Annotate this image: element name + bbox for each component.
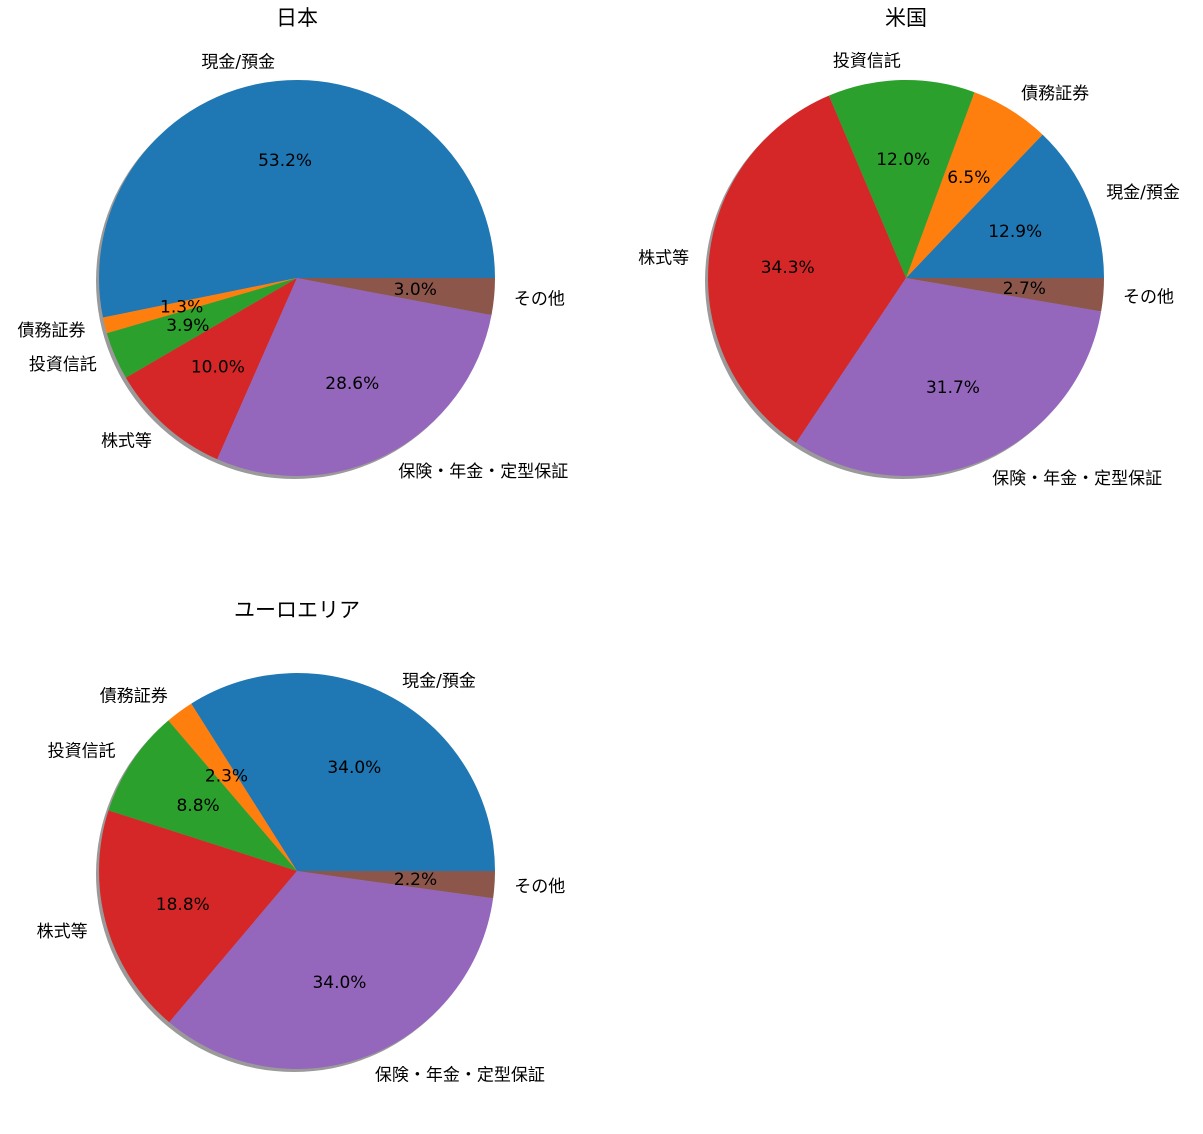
slice-category-label: 株式等 [638,249,689,269]
slice-category-label: 投資信託 [29,355,97,375]
slice-percent-label: 3.9% [166,316,209,336]
slice-percent-label: 31.7% [926,378,980,398]
slice-category-label: 株式等 [37,922,88,942]
chart-title: ユーロエリア [234,598,360,622]
slice-category-label: 現金/預金 [201,52,275,72]
pie-slice [707,95,906,443]
pie-slice [102,278,297,334]
pie-chart-japan: 日本 53.2% 現金/預金 1.3% 債務証券 3.9% 投資信託 10.0% 株式等 28.… [18,6,569,482]
slice-category-label: 現金/預金 [402,671,476,691]
slice-percent-label: 34.3% [761,258,815,278]
pie-slice [906,134,1104,278]
pie-chart-euro-area: ユーロエリア 34.0% 現金/預金 2.3% 債務証券 8.8% 投資信託 18.8% 株式… [37,598,566,1085]
pie-slice [106,278,297,378]
slice-percent-label: 8.8% [176,796,219,816]
slice-category-label: 保険・年金・定型保証 [992,469,1162,489]
pie-slice [828,80,975,279]
pie-slice [125,278,297,460]
pie-slice [191,672,496,871]
slice-percent-label: 1.3% [160,297,203,317]
pie-slice [98,810,297,1023]
chart-title: 日本 [276,6,318,30]
slice-category-label: その他 [514,289,565,309]
pie-slice [297,278,495,316]
slice-percent-label: 6.5% [947,168,990,188]
pie-slice [796,278,1102,476]
slice-category-label: 保険・年金・定型保証 [375,1065,545,1085]
pie-chart-us: 米国 12.9% 現金/預金 6.5% 債務証券 12.0% 投資信託 34.3% 株式等 31… [638,6,1180,489]
slice-category-label: 株式等 [101,431,152,451]
slice-percent-label: 12.0% [876,150,930,170]
slice-percent-label: 10.0% [191,358,245,378]
slice-category-label: その他 [1123,287,1174,307]
slice-percent-label: 34.0% [327,758,381,778]
pie-slice [297,871,495,899]
pie-slice [906,92,1043,278]
slice-percent-label: 3.0% [394,280,437,300]
slice-percent-label: 12.9% [988,222,1042,242]
pie-slice [169,871,494,1069]
slice-percent-label: 53.2% [258,151,312,171]
slice-percent-label: 2.3% [205,766,248,786]
slice-percent-label: 2.7% [1003,279,1046,299]
slice-category-label: 投資信託 [833,51,901,71]
slice-category-label: 債務証券 [100,687,168,707]
slice-percent-label: 2.2% [394,870,437,890]
slice-category-label: 投資信託 [48,741,116,761]
pie-slice [906,278,1104,312]
pie-slice [217,278,492,476]
pie-slice [168,703,297,871]
slice-category-label: その他 [514,877,565,897]
slice-percent-label: 34.0% [312,973,366,993]
pie-slice [108,720,297,871]
chart-title: 米国 [885,6,927,30]
pie-slice [98,79,495,318]
slice-category-label: 債務証券 [18,321,86,341]
slice-percent-label: 18.8% [156,895,210,915]
slice-category-label: 現金/預金 [1106,183,1180,203]
slice-category-label: 保険・年金・定型保証 [398,462,568,482]
slice-category-label: 債務証券 [1021,84,1089,104]
slice-percent-label: 28.6% [325,374,379,394]
